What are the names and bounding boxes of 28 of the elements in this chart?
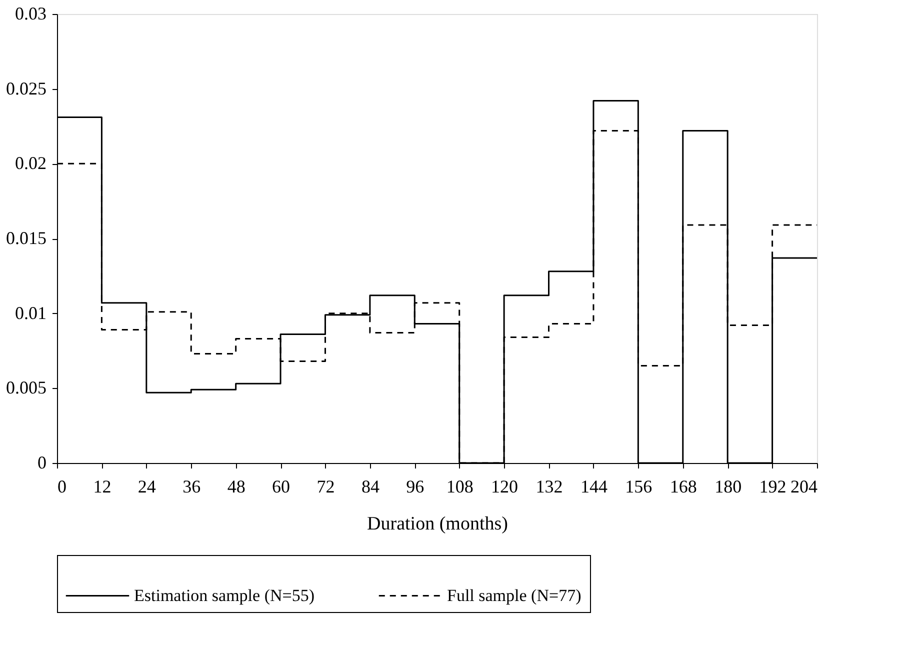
y-tick-label: 0.025 — [6, 78, 46, 98]
x-tick-label: 120 — [491, 476, 518, 496]
x-tick-label: 60 — [272, 476, 290, 496]
x-tick-label: 180 — [714, 476, 742, 496]
x-tick-label: 168 — [670, 476, 697, 496]
y-tick-label: 0.015 — [6, 228, 46, 248]
x-tick-label: 12 — [93, 476, 112, 496]
y-tick-label: 0.005 — [6, 378, 46, 398]
x-tick-label: 132 — [536, 476, 563, 496]
x-tick-label: 36 — [182, 476, 201, 496]
x-tick-label: 24 — [138, 476, 156, 496]
y-tick-label: 0 — [38, 452, 46, 472]
x-tick-label: 156 — [625, 476, 652, 496]
x-tick-label: 84 — [361, 476, 380, 496]
x-tick-label: 96 — [406, 476, 424, 496]
y-tick-label: 0.03 — [15, 4, 46, 24]
legend-label: Full sample (N=77) — [447, 586, 582, 605]
x-axis-title: Duration (months) — [367, 514, 508, 534]
x-tick-label: 0 — [58, 476, 66, 496]
legend-label: Estimation sample (N=55) — [134, 586, 315, 605]
y-tick-label: 0.02 — [15, 153, 46, 174]
x-tick-label: 48 — [227, 476, 246, 496]
x-tick-label: 72 — [316, 476, 335, 496]
x-tick-label: 192 — [759, 476, 786, 496]
x-tick-label: 108 — [446, 476, 474, 496]
y-tick-label: 0.01 — [15, 302, 46, 323]
x-tick-label: 204 — [790, 476, 818, 496]
x-tick-label: 144 — [580, 476, 608, 496]
